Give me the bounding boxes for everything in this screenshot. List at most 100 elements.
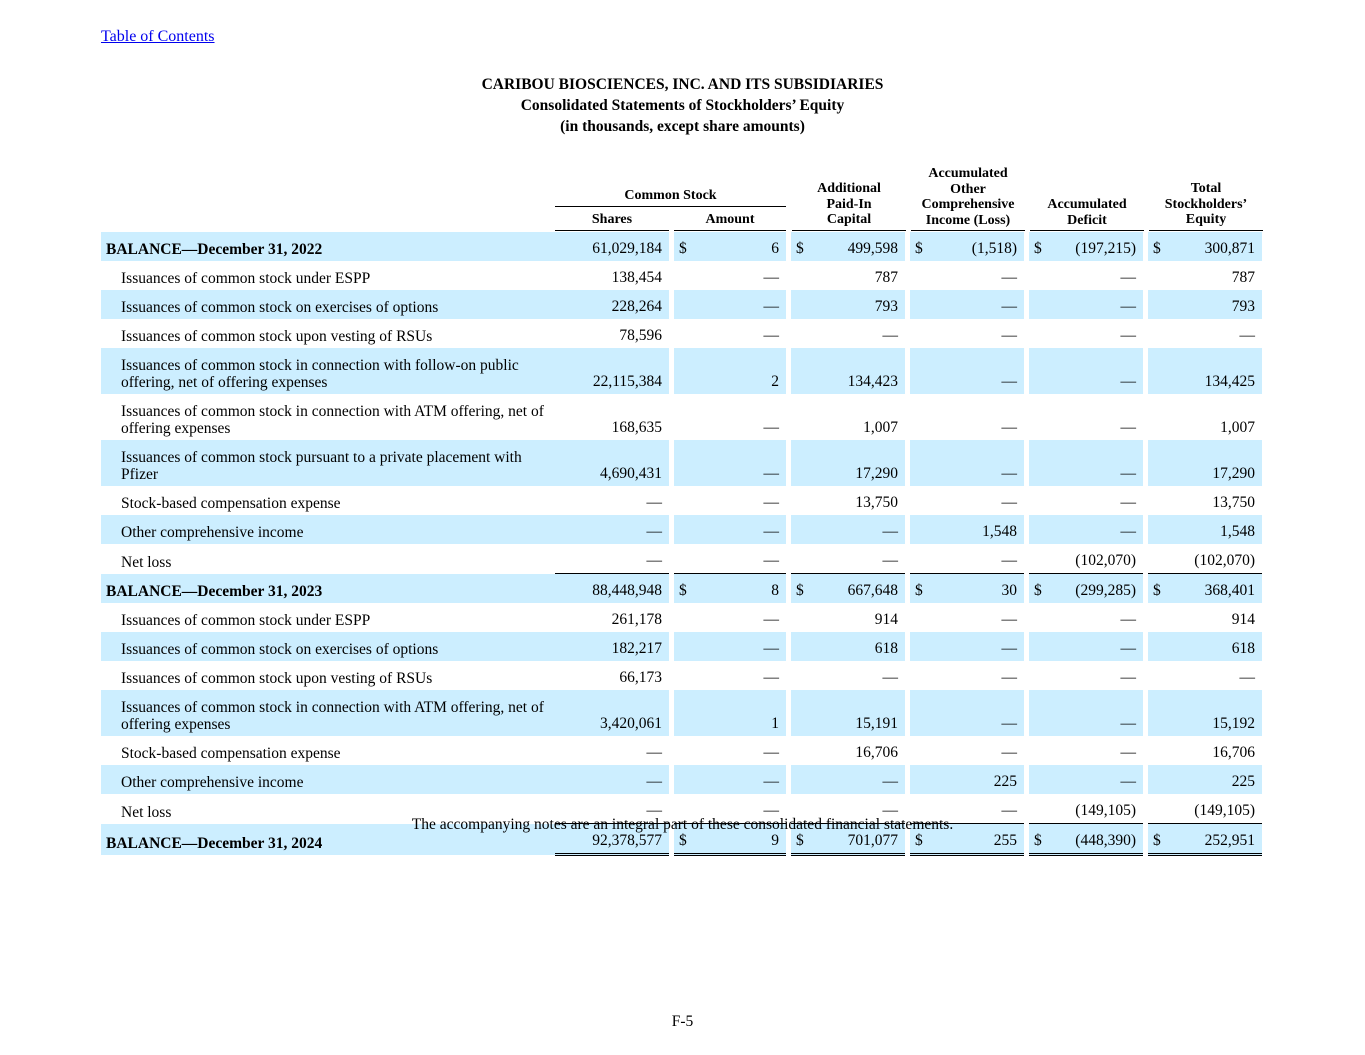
dollar-sign bbox=[1148, 486, 1166, 515]
dollar-sign bbox=[1148, 690, 1166, 736]
cell-deficit: — bbox=[1047, 440, 1143, 486]
row-label: Other comprehensive income bbox=[101, 765, 555, 794]
dollar-sign bbox=[1029, 603, 1047, 632]
dollar-sign bbox=[910, 765, 928, 794]
cell-deficit: — bbox=[1047, 348, 1143, 394]
dollar-sign bbox=[1148, 632, 1166, 661]
balance-row: BALANCE—December 31, 2022 61,029,184 $6 $49… bbox=[101, 232, 1262, 261]
cell-shares: 78,596 bbox=[619, 327, 662, 344]
cell-aoci: — bbox=[1001, 611, 1018, 628]
cell-shares: — bbox=[555, 515, 669, 544]
table-row: Issuances of common stock in connection … bbox=[101, 348, 1262, 394]
cell-total: 914 bbox=[1231, 611, 1255, 628]
dollar-sign bbox=[791, 515, 809, 544]
row-label: Stock-based compensation expense bbox=[121, 495, 341, 512]
dollar-sign bbox=[791, 632, 809, 661]
cell-amount: 6 bbox=[692, 232, 786, 261]
dollar-sign: $ bbox=[674, 573, 692, 603]
cell-amount: 1 bbox=[692, 690, 786, 736]
dollar-sign bbox=[1029, 290, 1047, 319]
dollar-sign bbox=[674, 515, 692, 544]
dollar-sign: $ bbox=[791, 232, 809, 261]
header-common-stock: Common Stock bbox=[555, 188, 786, 207]
cell-apic: 13,750 bbox=[855, 494, 898, 511]
dollar-sign bbox=[674, 319, 692, 348]
dollar-sign bbox=[791, 394, 809, 440]
cell-total: 16,706 bbox=[1212, 744, 1255, 761]
cell-aoci: 30 bbox=[928, 573, 1024, 603]
cell-total: (102,070) bbox=[1194, 552, 1255, 569]
cell-deficit: — bbox=[1120, 269, 1137, 286]
cell-shares: 92,378,577 bbox=[555, 823, 669, 856]
table-of-contents-link[interactable]: Table of Contents bbox=[101, 28, 215, 45]
cell-total: 1,548 bbox=[1166, 515, 1262, 544]
cell-aoci: — bbox=[1001, 802, 1018, 819]
row-label: Issuances of common stock in connection … bbox=[101, 690, 555, 736]
cell-shares: 261,178 bbox=[611, 611, 662, 628]
cell-aoci: — bbox=[1001, 744, 1018, 761]
cell-shares: — bbox=[555, 765, 669, 794]
table-row: Other comprehensive income — — —1,548—1,548 bbox=[101, 515, 1262, 544]
dollar-sign bbox=[910, 661, 928, 690]
row-label: Issuances of common stock under ESPP bbox=[121, 270, 371, 287]
row-label: Issuances of common stock on exercises o… bbox=[101, 632, 555, 661]
cell-aoci: — bbox=[1001, 327, 1018, 344]
row-label: Stock-based compensation expense bbox=[121, 745, 341, 762]
cell-deficit: — bbox=[1047, 765, 1143, 794]
dollar-sign: $ bbox=[910, 232, 928, 261]
dollar-sign bbox=[910, 736, 928, 765]
cell-shares: — bbox=[646, 552, 663, 569]
row-label: Issuances of common stock under ESPP bbox=[121, 612, 371, 629]
table-row: Issuances of common stock on exercises o… bbox=[101, 632, 1262, 661]
table-row: Net loss — — — — (102,070) (102,070) bbox=[101, 544, 1262, 574]
dollar-sign bbox=[1148, 544, 1166, 574]
dollar-sign: $ bbox=[674, 823, 692, 856]
cell-shares: 228,264 bbox=[555, 290, 669, 319]
dollar-sign bbox=[910, 394, 928, 440]
dollar-sign: $ bbox=[1029, 573, 1047, 603]
cell-apic: 134,423 bbox=[809, 348, 905, 394]
cell-apic: 1,007 bbox=[863, 419, 898, 436]
table-row: Issuances of common stock in connection … bbox=[101, 690, 1262, 736]
dollar-sign: $ bbox=[791, 823, 809, 856]
dollar-sign: $ bbox=[1148, 823, 1166, 856]
cell-deficit: — bbox=[1047, 515, 1143, 544]
cell-deficit: (102,070) bbox=[1075, 552, 1136, 569]
dollar-sign bbox=[1029, 348, 1047, 394]
footnote: The accompanying notes are an integral p… bbox=[411, 816, 954, 833]
cell-deficit: (149,105) bbox=[1075, 802, 1136, 819]
dollar-sign bbox=[791, 261, 809, 290]
dollar-sign: $ bbox=[1148, 232, 1166, 261]
company-name: CARIBOU BIOSCIENCES, INC. AND ITS SUBSID… bbox=[481, 76, 884, 93]
dollar-sign: $ bbox=[910, 823, 928, 856]
cell-deficit: — bbox=[1120, 611, 1137, 628]
cell-aoci: — bbox=[928, 690, 1024, 736]
row-label: Net loss bbox=[121, 803, 172, 821]
cell-amount: — bbox=[692, 632, 786, 661]
cell-apic: 793 bbox=[809, 290, 905, 319]
cell-shares: 138,454 bbox=[611, 269, 662, 286]
dollar-sign bbox=[674, 486, 692, 515]
dollar-sign bbox=[791, 319, 809, 348]
dollar-sign bbox=[910, 319, 928, 348]
dollar-sign bbox=[674, 290, 692, 319]
statement-units: (in thousands, except share amounts) bbox=[560, 118, 805, 135]
table-row: Issuances of common stock upon vesting o… bbox=[101, 319, 1262, 348]
cell-apic: — bbox=[882, 669, 899, 686]
cell-aoci: 255 bbox=[928, 823, 1024, 856]
cell-shares: 168,635 bbox=[611, 419, 662, 436]
cell-aoci: — bbox=[1001, 552, 1018, 569]
statement-title-block: CARIBOU BIOSCIENCES, INC. AND ITS SUBSID… bbox=[0, 74, 1365, 137]
cell-total: 300,871 bbox=[1166, 232, 1262, 261]
cell-deficit: (299,285) bbox=[1047, 573, 1143, 603]
cell-aoci: 225 bbox=[928, 765, 1024, 794]
dollar-sign: $ bbox=[674, 232, 692, 261]
cell-deficit: (197,215) bbox=[1047, 232, 1143, 261]
table-row: Issuances of common stock on exercises o… bbox=[101, 290, 1262, 319]
cell-apic: 787 bbox=[874, 269, 898, 286]
dollar-sign: $ bbox=[910, 573, 928, 603]
table-row: Net loss — — — — (149,105) (149,105) bbox=[101, 794, 1262, 824]
cell-aoci: — bbox=[928, 290, 1024, 319]
table-row: Stock-based compensation expense — — 13,750… bbox=[101, 486, 1262, 515]
cell-deficit: — bbox=[1120, 744, 1137, 761]
